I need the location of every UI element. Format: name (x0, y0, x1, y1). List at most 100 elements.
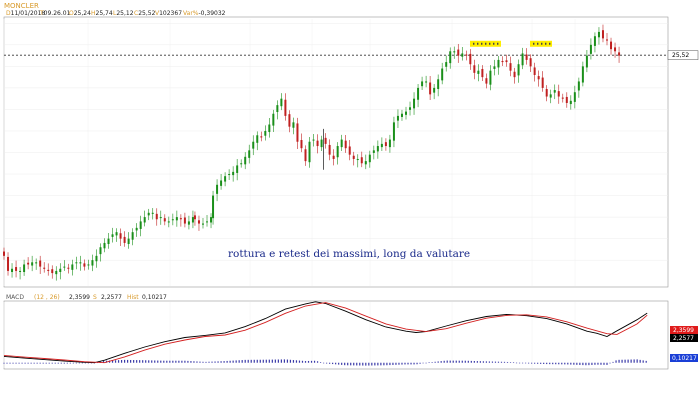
histogram-bar (524, 362, 527, 364)
candle-body (7, 256, 10, 271)
ohlc-change: Var%-0,39032 (183, 10, 226, 17)
histogram-bar (181, 360, 183, 363)
candle-body (63, 266, 66, 268)
histogram-bar (298, 360, 301, 363)
histogram-bar (18, 362, 20, 364)
histogram-bar (606, 362, 608, 365)
candle-body (155, 213, 158, 220)
histogram-bar (407, 362, 409, 365)
candle-body (477, 70, 480, 74)
candle-body (577, 81, 580, 91)
histogram-bar (184, 360, 186, 363)
highlight-dot (481, 42, 483, 45)
candle-body (296, 123, 299, 142)
histogram-bar (537, 362, 539, 364)
candle-body (147, 212, 150, 216)
histogram-bar (512, 362, 515, 364)
histogram-bar (413, 362, 415, 365)
candle-body (228, 174, 231, 176)
histogram-bar (534, 362, 536, 364)
histogram-bar (368, 362, 370, 366)
histogram-bar (380, 362, 382, 366)
candle-body (384, 142, 387, 147)
histogram-bar (576, 362, 578, 365)
histogram-bar (205, 361, 207, 363)
candle-body (212, 195, 215, 219)
histogram-bar (12, 362, 14, 364)
highlight-dot (493, 42, 495, 45)
candle-body (601, 30, 604, 39)
histogram-bar (45, 362, 47, 364)
histogram-bar (169, 360, 171, 363)
histogram-bar (142, 360, 144, 363)
histogram-bar (229, 360, 231, 363)
candle-body (493, 66, 496, 69)
candle-body (425, 81, 428, 83)
histogram-bar (627, 359, 629, 363)
histogram-bar (313, 360, 316, 363)
histogram-bar (362, 362, 364, 366)
candle-body (352, 155, 355, 159)
ohlc-close: C25,52 (134, 10, 156, 17)
histogram-bar (353, 362, 355, 366)
candle-body (171, 219, 174, 221)
histogram-bar (69, 362, 71, 364)
highlight-dot (533, 42, 535, 45)
highlight-dot (477, 42, 479, 45)
candle-body (304, 149, 307, 162)
histogram-bar (597, 362, 599, 365)
histogram-bar (395, 362, 397, 365)
chart-annotation: rottura e retest dei massimi, long da va… (228, 248, 470, 260)
histogram-bar (615, 360, 617, 363)
signal-label: S (93, 294, 97, 301)
histogram-bar (232, 360, 234, 363)
candle-body (11, 268, 14, 273)
candle-body (473, 65, 476, 73)
candle-body (606, 39, 608, 41)
candle-body (445, 62, 448, 67)
histogram-bar (374, 362, 376, 366)
histogram-bar (506, 361, 509, 363)
candle-body (15, 267, 18, 271)
macd-params: (12 , 26) (34, 294, 60, 301)
candle-body (256, 135, 259, 143)
candle-body (585, 55, 588, 68)
candle-body (380, 143, 383, 148)
candle-body (139, 221, 142, 229)
candle-body (549, 94, 552, 98)
ohlc-low: L25,12 (113, 10, 134, 17)
candle-body (441, 68, 444, 81)
price-panel-frame (3, 16, 669, 288)
candle-body (143, 217, 146, 223)
highlight-dot (545, 42, 547, 45)
histogram-bar (21, 362, 23, 364)
candle-body (537, 76, 540, 80)
histogram-bar (543, 362, 545, 364)
histogram-bar (555, 362, 557, 365)
candle-body (264, 130, 267, 136)
signal-tag-box (670, 334, 698, 342)
histogram-bar (241, 360, 243, 363)
candle-body (232, 171, 235, 176)
histogram-bar (386, 362, 388, 366)
candle-body (610, 41, 613, 50)
candle-body (47, 269, 50, 271)
histogram-bar (609, 362, 611, 364)
candle-body (131, 232, 134, 240)
histogram-bar (528, 362, 530, 364)
histogram-bar (422, 362, 424, 364)
histogram-bar (133, 360, 135, 363)
highlight-dot (489, 42, 491, 45)
macd-gridlines (3, 302, 576, 368)
candle-body (618, 52, 621, 56)
histogram-bar (401, 362, 403, 365)
histogram-bar (202, 361, 204, 363)
histogram-bar (600, 362, 602, 365)
signal-line (3, 302, 648, 364)
candle-body (453, 51, 456, 53)
histogram-bar (247, 359, 249, 363)
candle-body (340, 139, 343, 148)
candle-body (75, 262, 78, 264)
histogram-bar (452, 360, 454, 363)
candle-body (27, 262, 30, 265)
